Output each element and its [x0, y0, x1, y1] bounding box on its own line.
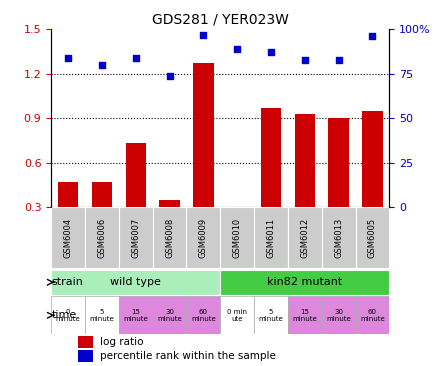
Text: GSM6007: GSM6007: [131, 218, 140, 258]
Text: 60
minute: 60 minute: [360, 309, 385, 322]
Bar: [186, 207, 220, 268]
Bar: [220, 296, 254, 335]
Bar: [186, 296, 220, 335]
Text: GSM6013: GSM6013: [334, 218, 343, 258]
Bar: [85, 207, 119, 268]
Text: GSM6009: GSM6009: [199, 218, 208, 258]
Bar: [254, 296, 288, 335]
Bar: [328, 118, 349, 207]
Title: GDS281 / YER023W: GDS281 / YER023W: [152, 13, 289, 27]
Bar: [51, 207, 85, 268]
Bar: [153, 207, 186, 268]
Text: GSM6006: GSM6006: [97, 218, 106, 258]
Text: time: time: [52, 310, 77, 320]
Text: log ratio: log ratio: [100, 337, 144, 347]
Point: [98, 62, 105, 68]
Point: [267, 49, 275, 55]
Text: 15
minute: 15 minute: [123, 309, 148, 322]
Text: 30
minute: 30 minute: [157, 309, 182, 322]
Bar: [51, 296, 85, 335]
Bar: [220, 270, 389, 295]
Text: 30
minute: 30 minute: [326, 309, 351, 322]
Text: GSM6010: GSM6010: [233, 218, 242, 258]
Text: strain: strain: [52, 277, 84, 287]
Text: GSM6005: GSM6005: [368, 218, 377, 258]
Bar: [261, 108, 281, 207]
Text: percentile rank within the sample: percentile rank within the sample: [100, 351, 276, 361]
Text: wild type: wild type: [110, 277, 161, 287]
Bar: [322, 296, 356, 335]
Bar: [227, 207, 247, 244]
Bar: [288, 207, 322, 268]
Bar: [220, 207, 254, 268]
Point: [301, 57, 308, 63]
Point: [200, 32, 207, 38]
Bar: [92, 182, 112, 207]
Bar: [119, 296, 153, 335]
Point: [132, 55, 139, 61]
Bar: [78, 350, 93, 362]
Bar: [362, 111, 383, 207]
Bar: [254, 207, 288, 268]
Point: [234, 46, 241, 52]
Text: 0
minute: 0 minute: [56, 309, 81, 322]
Text: kin82 mutant: kin82 mutant: [267, 277, 343, 287]
Bar: [356, 296, 389, 335]
Bar: [58, 182, 78, 207]
Point: [369, 33, 376, 39]
Bar: [295, 114, 315, 207]
Text: GSM6011: GSM6011: [267, 218, 275, 258]
Bar: [119, 207, 153, 268]
Point: [335, 57, 342, 63]
Bar: [78, 336, 93, 348]
Point: [65, 55, 72, 61]
Bar: [288, 296, 322, 335]
Bar: [322, 207, 356, 268]
Bar: [153, 296, 186, 335]
Text: 15
minute: 15 minute: [292, 309, 317, 322]
Bar: [125, 143, 146, 207]
Text: 60
minute: 60 minute: [191, 309, 216, 322]
Bar: [193, 63, 214, 207]
Text: 0 min
ute: 0 min ute: [227, 309, 247, 322]
Bar: [356, 207, 389, 268]
Point: [166, 72, 173, 78]
Text: 5
minute: 5 minute: [89, 309, 114, 322]
Text: GSM6012: GSM6012: [300, 218, 309, 258]
Text: 5
minute: 5 minute: [259, 309, 283, 322]
Bar: [159, 200, 180, 207]
Text: GSM6004: GSM6004: [64, 218, 73, 258]
Bar: [51, 270, 220, 295]
Bar: [85, 296, 119, 335]
Text: GSM6008: GSM6008: [165, 218, 174, 258]
